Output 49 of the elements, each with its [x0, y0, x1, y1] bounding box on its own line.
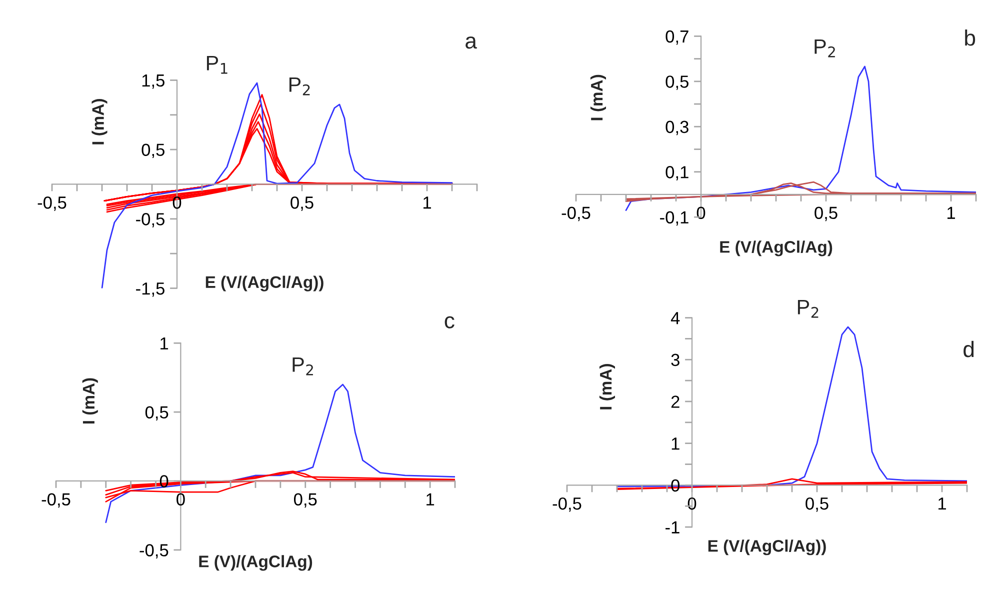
y-tick-label: 4 [670, 312, 680, 324]
annotation: P$_{1}$ [206, 56, 228, 74]
y-tick-label: -1 [666, 521, 680, 534]
x-tick-label: 1 [947, 206, 955, 219]
x-tick-label: 1 [938, 498, 946, 510]
x-tick-label: -0,5 [42, 493, 70, 508]
x-tick-label: 0,5 [806, 497, 828, 512]
y-tick-label: 0,7 [666, 30, 688, 45]
x-tick-label: 0 [172, 196, 182, 209]
y-tick-label: -0,5 [140, 544, 168, 558]
x-tick-label: 1 [423, 196, 431, 209]
y-axis-title: I (mA) [92, 99, 108, 144]
y-tick-label: 0,1 [666, 166, 688, 180]
x-tick-label: 0 [176, 493, 185, 506]
y-tick-label: 1 [160, 337, 168, 350]
y-axis-title: I (mA) [82, 378, 98, 424]
annotation: P$_{2}$ [798, 300, 818, 318]
y-tick-label: 0,5 [666, 76, 688, 90]
text: a [466, 36, 477, 49]
x-tick-label: -0,5 [38, 196, 66, 211]
x-tick-label: 0,5 [294, 493, 317, 508]
y-tick-label: 2 [671, 396, 680, 408]
annotation: P$_{2}$ [289, 77, 310, 96]
y-axis-title: I (mA) [599, 364, 615, 410]
x-tick-label: 0,5 [290, 196, 314, 211]
x-tick-label: 0 [696, 206, 706, 220]
x-tick-label: 0,5 [814, 206, 838, 222]
x-axis-title: E (V/(AgCl/Ag)) [708, 540, 826, 556]
x-tick-label: -0,5 [562, 206, 590, 222]
annotation: P$_{2}$ [292, 357, 313, 376]
text: c [444, 316, 454, 328]
y-axis-title: I (mA) [590, 74, 606, 120]
annotation: P$_{2}$ [814, 39, 835, 58]
y-tick-label: -1,5 [136, 282, 164, 297]
x-tick-label: 1 [426, 493, 434, 506]
y-tick-label: 1,5 [142, 74, 164, 89]
x-tick-label: 0 [688, 497, 696, 510]
y-tick-label: 1 [672, 438, 680, 450]
x-axis-title: E (V)/(AgClAg) [199, 555, 312, 571]
annotation: b [965, 29, 976, 46]
x-tick-label: -0,5 [552, 497, 582, 512]
x-axis-title: E (V/(AgCl/Ag) [720, 240, 832, 256]
y-tick-label: 0,5 [142, 144, 164, 158]
annotation: d [964, 340, 974, 358]
y-tick-label: 3 [671, 354, 680, 366]
y-tick-label: 0,5 [145, 406, 168, 421]
y-tick-label: 0,3 [666, 120, 688, 136]
y-tick-label: -0,1 [660, 211, 688, 226]
x-axis-title: E (V/(AgCl/Ag)) [206, 276, 324, 292]
